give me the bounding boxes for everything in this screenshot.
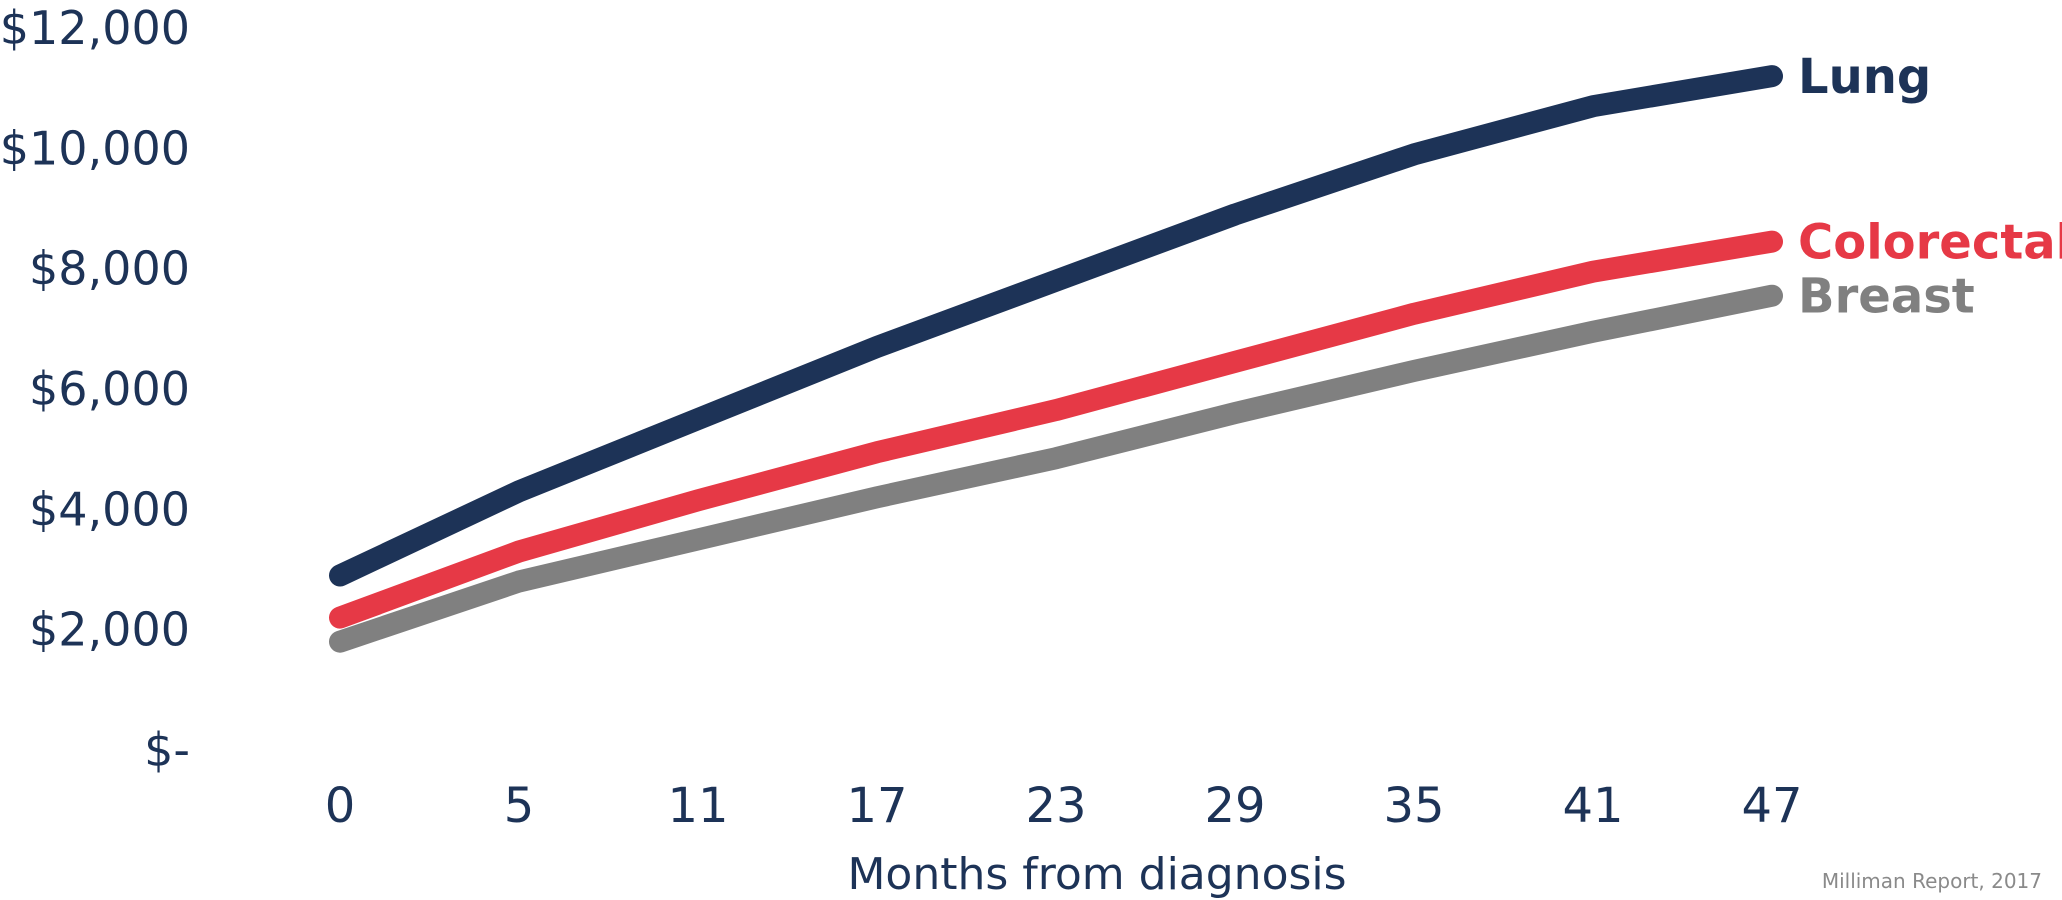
series-lines [329,65,1783,653]
y-axis: $- $2,000 $4,000 $6,000 $8,000 $10,000 $12,000 [0,1,190,777]
series-label-breast: Breast [1798,269,1975,325]
y-tick-label: $4,000 [29,482,190,536]
series-label-lung: Lung [1798,49,1931,105]
x-tick-label: 47 [1741,778,1802,834]
x-tick-label: 23 [1025,778,1086,834]
series-label-colorectal: Colorectal [1798,215,2062,271]
series-line-breast [329,284,1783,653]
x-tick-label: 41 [1562,778,1623,834]
source-note: Milliman Report, 2017 [1822,869,2042,893]
series-line-colorectal [329,230,1783,629]
y-tick-label: $10,000 [0,121,190,175]
x-tick-label: 5 [504,778,535,834]
y-tick-label: $8,000 [29,242,190,296]
y-tick-label: $2,000 [29,603,190,657]
x-tick-label: 0 [325,778,356,834]
x-tick-label: 29 [1204,778,1265,834]
x-tick-label: 17 [846,778,907,834]
y-tick-label: $- [144,723,190,777]
x-tick-label: 11 [667,778,728,834]
x-axis: 0 5 11 17 23 29 35 41 47 [325,778,1803,834]
x-axis-title: Months from diagnosis [847,849,1346,900]
y-tick-label: $12,000 [0,1,190,55]
y-tick-label: $6,000 [29,362,190,416]
x-tick-label: 35 [1383,778,1444,834]
series-line-lung [329,65,1783,587]
